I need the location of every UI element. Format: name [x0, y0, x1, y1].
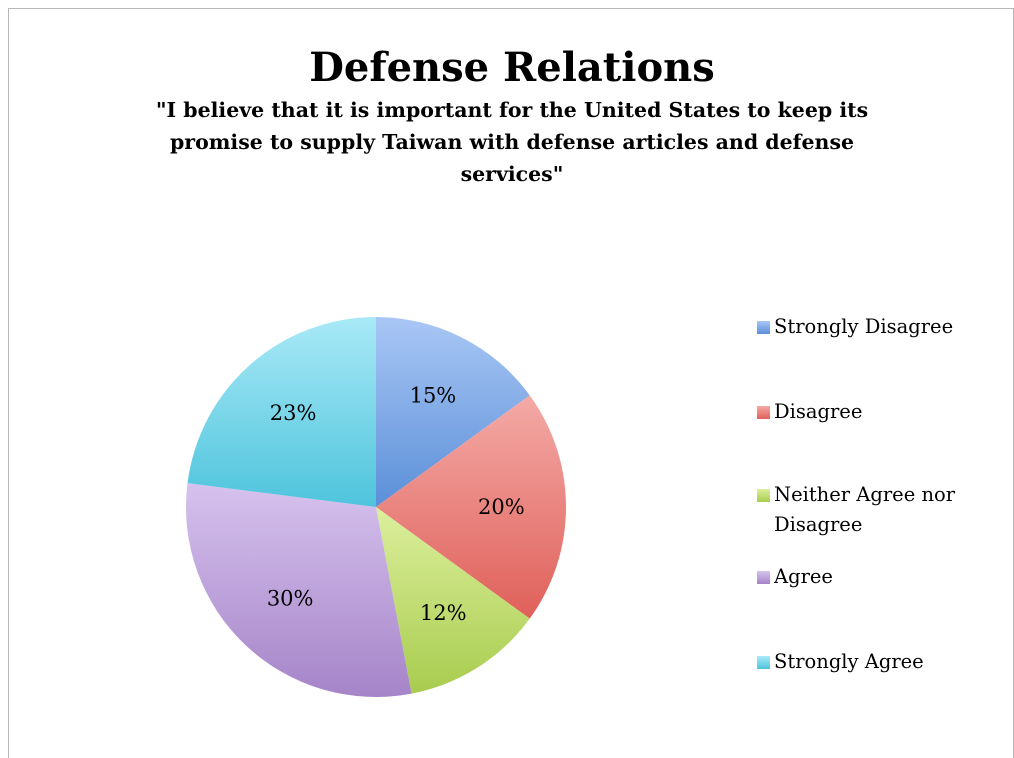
pie-slice-disagree — [376, 395, 567, 619]
legend-label: Neither Agree nor Disagree — [774, 483, 956, 536]
data-label-strongly-disagree: 15% — [410, 383, 457, 407]
chart-subtitle: "I believe that it is important for the … — [155, 98, 869, 186]
pie-slice-neither-agree-nor-disagree — [376, 507, 530, 694]
pie-slice-strongly-disagree — [376, 317, 530, 507]
legend-swatch-agree — [757, 571, 770, 584]
data-label-agree: 30% — [267, 586, 314, 610]
legend-item-disagree: Disagree — [757, 397, 999, 427]
legend-swatch-disagree — [757, 406, 770, 419]
chart-title: Defense Relations — [309, 44, 715, 91]
legend-item-neither: Neither Agree nor Disagree — [757, 480, 984, 540]
data-label-neither-agree-nor-disagree: 12% — [420, 601, 467, 625]
legend-item-agree: Agree — [757, 562, 999, 592]
legend-swatch-neither — [757, 489, 770, 502]
data-label-strongly-agree: 23% — [270, 401, 317, 425]
legend-label: Strongly Disagree — [774, 315, 954, 338]
legend-item-strongly-disagree: Strongly Disagree — [757, 312, 999, 342]
legend-label: Agree — [774, 565, 833, 588]
data-label-disagree: 20% — [478, 495, 525, 519]
pie-slice-strongly-agree — [187, 317, 376, 507]
legend-swatch-strongly-agree — [757, 656, 770, 669]
legend-swatch-strongly-disagree — [757, 321, 770, 334]
legend-label: Strongly Agree — [774, 650, 924, 673]
pie-slice-agree — [186, 483, 412, 697]
legend-label: Disagree — [774, 400, 863, 423]
legend-item-strongly-agree: Strongly Agree — [757, 647, 999, 677]
